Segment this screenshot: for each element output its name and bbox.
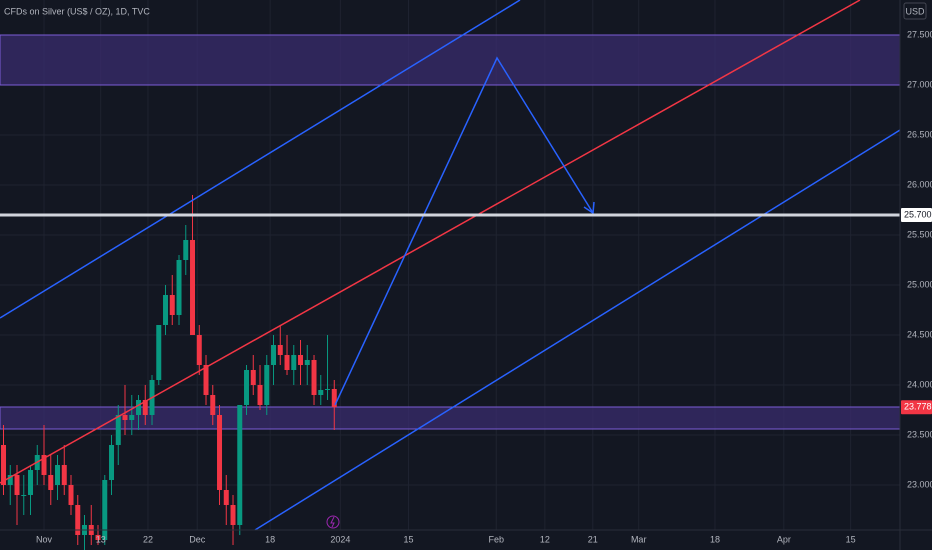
channel-middle [0, 0, 861, 484]
candle-body [21, 495, 27, 496]
y-tick-label: 23.500 [907, 429, 932, 439]
candle-body [55, 465, 61, 485]
chart-title: CFDs on Silver (US$ / OZ), 1D, TVC [4, 6, 150, 16]
channel-lower [254, 129, 901, 531]
candle-body [129, 415, 135, 420]
candle-body [271, 345, 277, 365]
candle-body [277, 345, 283, 355]
candle-body [217, 415, 223, 490]
x-tick-label: Mar [631, 534, 647, 544]
candle-body [223, 490, 229, 505]
candle-body [122, 415, 128, 420]
candle-body [203, 365, 209, 395]
candle-body [244, 370, 250, 405]
candle-body [1, 445, 7, 485]
candle-body [68, 485, 74, 505]
x-tick-label: 22 [143, 534, 153, 544]
channel-upper [0, 0, 521, 319]
candle-body [196, 335, 202, 365]
x-tick-label: 15 [846, 534, 856, 544]
candle-body [41, 455, 47, 475]
y-tick-label: 23.000 [907, 479, 932, 489]
candle-body [95, 535, 101, 540]
x-tick-label: 2024 [330, 534, 350, 544]
candle-body [48, 475, 54, 490]
projection-arrowhead [583, 201, 595, 215]
candle-body [210, 395, 216, 415]
candle-body [250, 370, 256, 385]
candle-body [331, 389, 337, 408]
y-tick-label: 26.500 [907, 129, 932, 139]
x-tick-label: Nov [36, 534, 53, 544]
candle-body [230, 505, 236, 525]
x-tick-label: 18 [710, 534, 720, 544]
candle-body [75, 505, 81, 535]
event-icon-bolt [330, 516, 335, 528]
candle-body [61, 465, 67, 485]
candle-body [298, 355, 304, 365]
y-tick-label: 26.000 [907, 179, 932, 189]
candle-body [163, 295, 169, 325]
x-tick-label: 13 [96, 534, 106, 544]
candle-body [291, 355, 297, 370]
candle-body [115, 415, 121, 445]
support-zone [0, 406, 901, 430]
x-tick-label: Dec [189, 534, 206, 544]
price-tag-label: 25.700 [904, 209, 932, 219]
x-tick-label: Feb [489, 534, 505, 544]
candle-body [169, 295, 175, 315]
y-tick-label: 27.000 [907, 79, 932, 89]
x-tick-label: 21 [588, 534, 598, 544]
price-tag [901, 400, 932, 415]
candle-body [311, 360, 317, 395]
price-lines: 25.700 23.778 [0, 208, 932, 415]
candle-body [190, 240, 196, 335]
candle-body [304, 360, 310, 365]
projection-path [334, 56, 594, 406]
y-tick-label: 27.500 [907, 29, 932, 39]
x-tick-label: 15 [404, 534, 414, 544]
candle-body [325, 389, 331, 390]
y-tick-label: 25.500 [907, 229, 932, 239]
price-tag-label: 23.778 [904, 402, 932, 412]
candle-body [142, 400, 148, 415]
currency-label[interactable]: USD [905, 6, 925, 16]
candle-body [264, 365, 270, 405]
candle-body [156, 325, 162, 380]
candle-body [102, 480, 108, 540]
y-tick-label: 24.500 [907, 329, 932, 339]
candle-body [109, 445, 115, 480]
x-tick-label: 18 [265, 534, 275, 544]
x-tick-label: Apr [777, 534, 791, 544]
currency-button[interactable] [903, 2, 927, 20]
candle-body [318, 390, 324, 395]
candle-body [237, 405, 243, 525]
y-tick-label: 24.000 [907, 379, 932, 389]
candle-body [7, 475, 13, 485]
candle-body [136, 400, 142, 415]
price-tag [901, 208, 932, 222]
candle-body [257, 385, 263, 405]
candle-body [28, 470, 34, 495]
candle-body [284, 355, 290, 370]
candle-body [176, 260, 182, 315]
x-tick-label: 12 [540, 534, 550, 544]
candle-body [14, 475, 20, 495]
event-icon [326, 515, 340, 529]
y-tick-label: 25.000 [907, 279, 932, 289]
candle-body [183, 240, 189, 260]
